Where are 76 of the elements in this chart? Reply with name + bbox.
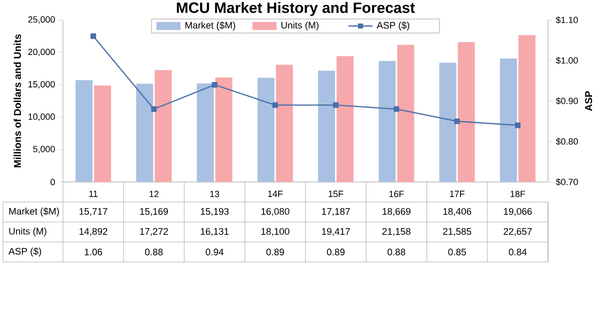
bar	[276, 64, 293, 182]
text: Market ($M)	[9, 208, 59, 216]
point	[333, 102, 339, 108]
bar	[518, 35, 536, 182]
data-label: 16,131	[200, 228, 229, 236]
data-label: 21,158	[382, 228, 410, 236]
y2-tick-label: $0.90	[556, 97, 578, 105]
data-label: 22,657	[504, 228, 532, 236]
data-label: 21,585	[443, 228, 472, 236]
bar	[136, 84, 154, 182]
data-label: 14,892	[80, 228, 108, 236]
y2-axis-title: ASP	[585, 91, 592, 111]
data-label: 15,169	[140, 208, 168, 216]
y2-tick-label: $1.00	[556, 56, 578, 64]
x-tick-label: 11	[89, 190, 98, 197]
point	[90, 33, 96, 39]
data-label: 18,100	[261, 228, 290, 236]
bar	[196, 84, 214, 182]
y-tick-label: 15,000	[28, 81, 55, 88]
data-label: 15,717	[80, 208, 108, 216]
data-label: 0.94	[206, 248, 224, 256]
bar	[318, 70, 336, 182]
bar	[378, 61, 396, 182]
text: ASP ($)	[8, 248, 42, 256]
x-tick-label: 15F	[328, 190, 344, 198]
y2-tick-label: $0.70	[556, 178, 578, 186]
data-label: 0.89	[326, 248, 345, 256]
x-tick-label: 13	[210, 190, 220, 198]
point	[394, 106, 400, 112]
point	[454, 118, 460, 124]
x-tick-label: 18F	[510, 190, 526, 198]
y2-tick-label: $1.10	[556, 16, 578, 24]
bar	[439, 62, 456, 182]
chart-title: MCU Market History and Forecast	[176, 2, 415, 16]
bar	[397, 44, 414, 182]
x-tick-label: 14F	[268, 190, 283, 197]
legend-label: Market ($M)	[185, 22, 236, 30]
bar	[154, 70, 172, 182]
bar	[76, 80, 93, 182]
data-label: 18,406	[443, 208, 472, 216]
bar	[336, 56, 354, 182]
data-label: 0.84	[508, 248, 527, 256]
legend-label: Units (M)	[281, 22, 318, 30]
point	[151, 106, 157, 112]
point	[272, 102, 278, 108]
data-label: 0.88	[145, 248, 163, 256]
data-label: 1.06	[84, 248, 102, 256]
point	[212, 82, 218, 88]
data-label: 19,066	[504, 208, 532, 216]
bar	[500, 58, 517, 182]
data-label: 16,080	[261, 208, 290, 216]
text: Units (M)	[9, 228, 46, 236]
y-axis-title: Millions of Dollars and Units	[14, 34, 21, 168]
y2-tick-label: $0.80	[556, 138, 578, 146]
bar	[94, 86, 112, 182]
data-label: 15,193	[200, 208, 229, 216]
data-label: 0.85	[448, 248, 466, 256]
bar	[257, 78, 274, 182]
data-label: 0.88	[388, 248, 406, 256]
y-tick-label: 5,000	[33, 146, 55, 154]
bar	[215, 77, 232, 182]
x-tick-label: 16F	[389, 190, 404, 198]
y-tick-label: 10,000	[28, 113, 55, 121]
bar	[458, 42, 475, 182]
y-tick-label: 25,000	[28, 16, 55, 24]
data-label: 19,417	[322, 228, 350, 236]
point	[514, 122, 520, 128]
data-label: 0.89	[266, 248, 284, 256]
data-label: 17,272	[140, 228, 168, 236]
x-tick-label: 17F	[450, 190, 464, 197]
data-label: 17,187	[322, 208, 350, 216]
x-tick-label: 12	[150, 190, 158, 198]
data-label: 18,669	[382, 208, 410, 216]
y-tick-label: 0	[50, 178, 55, 186]
legend-label: ASP ($)	[376, 22, 410, 30]
y-tick-label: 20,000	[28, 48, 55, 56]
